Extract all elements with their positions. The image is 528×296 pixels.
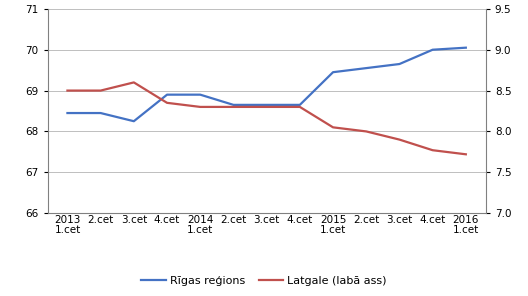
Rīgas reģions — [363, 66, 370, 70]
Latgale (labā ass) — [64, 89, 71, 92]
Rīgas reģions — [429, 48, 436, 52]
Latgale (labā ass) — [197, 105, 203, 109]
Rīgas reģions — [263, 103, 270, 107]
Latgale (labā ass) — [397, 138, 403, 141]
Rīgas reģions — [330, 70, 336, 74]
Rīgas reģions — [297, 103, 303, 107]
Rīgas reģions — [98, 111, 104, 115]
Latgale (labā ass) — [330, 126, 336, 129]
Rīgas reģions — [130, 119, 137, 123]
Rīgas reģions — [64, 111, 71, 115]
Rīgas reģions — [230, 103, 237, 107]
Latgale (labā ass) — [463, 152, 469, 156]
Line: Latgale (labā ass): Latgale (labā ass) — [68, 82, 466, 154]
Latgale (labā ass) — [297, 105, 303, 109]
Latgale (labā ass) — [363, 130, 370, 133]
Legend: Rīgas reģions, Latgale (labā ass): Rīgas reģions, Latgale (labā ass) — [137, 271, 391, 290]
Latgale (labā ass) — [130, 81, 137, 84]
Latgale (labā ass) — [230, 105, 237, 109]
Rīgas reģions — [197, 93, 203, 96]
Latgale (labā ass) — [429, 148, 436, 152]
Latgale (labā ass) — [98, 89, 104, 92]
Rīgas reģions — [397, 62, 403, 66]
Rīgas reģions — [463, 46, 469, 49]
Line: Rīgas reģions: Rīgas reģions — [68, 48, 466, 121]
Latgale (labā ass) — [263, 105, 270, 109]
Latgale (labā ass) — [164, 101, 170, 104]
Rīgas reģions — [164, 93, 170, 96]
